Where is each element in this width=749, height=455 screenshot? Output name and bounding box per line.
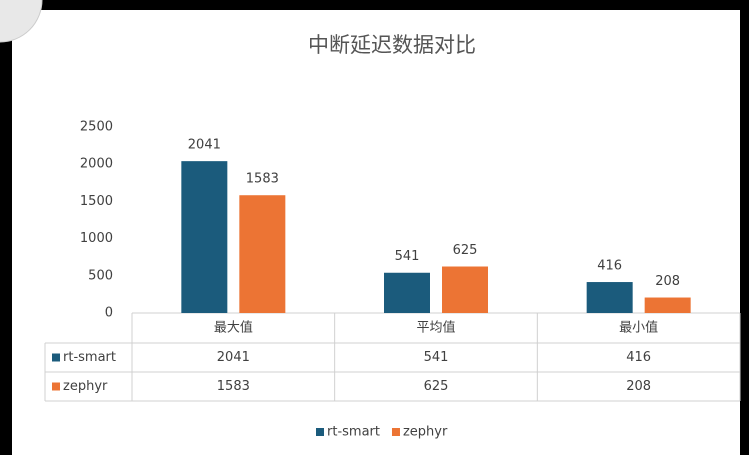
bar <box>181 161 228 313</box>
bar <box>384 272 430 313</box>
corner-decoration <box>0 0 43 43</box>
x-tick-label: 平均值 <box>416 320 455 336</box>
chart-title: 中断延迟数据对比 <box>308 33 476 57</box>
table-legend-key <box>52 353 60 362</box>
legend-label: rt-smart <box>327 425 380 440</box>
bar <box>644 297 691 313</box>
x-tick-label: 最小值 <box>619 320 658 336</box>
legend-key <box>391 428 400 436</box>
y-tick-label: 1000 <box>80 231 113 246</box>
legend-label: zephyr <box>403 425 448 440</box>
data-label: 2041 <box>188 138 221 153</box>
x-tick-label: 最大值 <box>214 320 253 336</box>
data-label: 541 <box>395 249 420 264</box>
chart-background <box>12 10 740 455</box>
table-row-label: rt-smart <box>63 350 116 365</box>
bar <box>442 266 488 313</box>
data-label: 416 <box>597 259 622 274</box>
table-cell: 1583 <box>217 379 250 394</box>
table-cell: 416 <box>626 350 651 365</box>
table-cell: 625 <box>424 379 449 394</box>
y-tick-label: 500 <box>88 268 113 283</box>
y-tick-label: 2500 <box>80 120 113 135</box>
data-label: 625 <box>453 243 478 258</box>
table-legend-key <box>52 382 60 391</box>
data-label: 208 <box>655 274 680 289</box>
table-cell: 541 <box>424 350 449 365</box>
y-tick-label: 0 <box>105 306 113 321</box>
table-cell: 208 <box>626 379 651 394</box>
table-cell: 2041 <box>217 350 250 365</box>
bar <box>239 195 286 313</box>
legend-key <box>316 428 324 436</box>
y-tick-label: 1500 <box>80 194 113 209</box>
data-label: 1583 <box>246 172 279 187</box>
bar <box>586 282 633 313</box>
table-row-label: zephyr <box>63 379 108 394</box>
y-tick-label: 2000 <box>80 157 113 172</box>
